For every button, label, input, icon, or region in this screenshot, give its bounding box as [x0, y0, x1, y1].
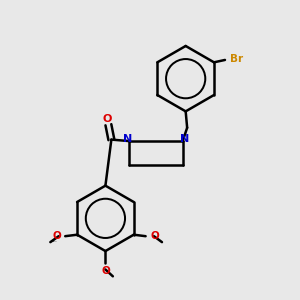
Text: N: N — [123, 134, 132, 144]
Text: Methyl: Methyl — [52, 241, 57, 242]
Text: N: N — [180, 134, 189, 144]
Text: O: O — [52, 231, 61, 241]
Text: O: O — [150, 231, 159, 241]
Text: Br: Br — [230, 54, 244, 64]
Text: O: O — [101, 266, 110, 276]
Text: O: O — [102, 114, 112, 124]
